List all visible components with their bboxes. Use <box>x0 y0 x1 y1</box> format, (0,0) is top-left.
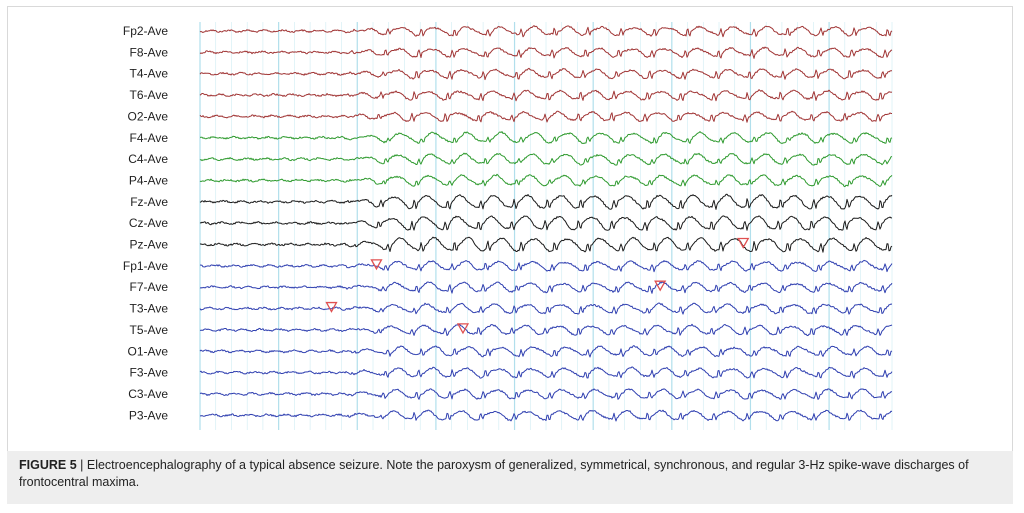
event-markers <box>325 237 750 335</box>
eeg-trace <box>200 409 893 422</box>
eeg-traces <box>199 25 893 422</box>
figure-label: FIGURE 5 <box>19 458 77 472</box>
channel-label: T6-Ave <box>130 88 169 102</box>
caption-text: Electroencephalography of a typical abse… <box>19 458 969 489</box>
channel-label: T5-Ave <box>130 323 169 337</box>
eeg-trace <box>199 152 893 166</box>
eeg-trace <box>199 25 893 38</box>
channel-label: F8-Ave <box>130 45 169 59</box>
event-marker <box>737 237 750 249</box>
eeg-chart: Fp2-Ave F8-Ave T4-Ave T6-Ave O2-Ave F4-Ave C4-… <box>123 22 893 430</box>
channel-label: P4-Ave <box>129 173 168 187</box>
eeg-trace <box>199 46 893 59</box>
eeg-trace <box>199 67 892 81</box>
channel-label: T4-Ave <box>130 67 169 81</box>
channel-label: O1-Ave <box>128 344 169 358</box>
channel-label: C3-Ave <box>128 387 168 401</box>
channel-label: C4-Ave <box>128 152 168 166</box>
eeg-trace <box>199 345 893 358</box>
event-marker <box>370 259 383 271</box>
eeg-trace <box>199 366 893 379</box>
channel-label: T3-Ave <box>130 302 169 316</box>
event-marker <box>325 301 338 313</box>
eeg-trace <box>199 173 893 188</box>
channel-label: O2-Ave <box>128 109 169 123</box>
eeg-trace <box>199 281 893 294</box>
eeg-trace <box>199 388 893 400</box>
event-marker <box>654 280 667 292</box>
channel-label: Fp2-Ave <box>123 24 168 38</box>
event-marker <box>456 323 470 335</box>
channel-label: Cz-Ave <box>129 216 168 230</box>
eeg-trace <box>199 302 893 315</box>
eeg-trace <box>199 89 893 102</box>
channel-label: Fp1-Ave <box>123 259 168 273</box>
eeg-trace <box>199 193 893 210</box>
channel-label: P3-Ave <box>129 408 168 422</box>
channel-label: Pz-Ave <box>130 238 169 252</box>
channel-labels: Fp2-Ave F8-Ave T4-Ave T6-Ave O2-Ave F4-Ave C4-… <box>123 24 168 422</box>
figure-caption: FIGURE 5 | Electroencephalography of a t… <box>7 451 1013 504</box>
figure-frame <box>7 6 1013 504</box>
eeg-trace <box>199 323 893 337</box>
eeg-trace <box>199 259 893 273</box>
eeg-trace <box>199 236 893 253</box>
channel-label: Fz-Ave <box>130 195 168 209</box>
caption-separator: | <box>76 458 87 472</box>
channel-label: F4-Ave <box>130 131 169 145</box>
channel-label: F3-Ave <box>130 366 169 380</box>
eeg-trace <box>199 215 892 231</box>
eeg-trace <box>199 131 893 144</box>
eeg-trace <box>199 110 892 123</box>
channel-label: F7-Ave <box>130 280 169 294</box>
